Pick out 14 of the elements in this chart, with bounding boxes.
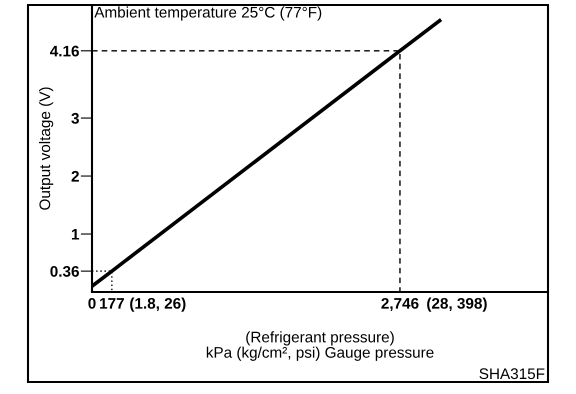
x-tick-label: 177 [100,298,124,309]
y-tick-label: 1 [72,229,80,240]
y-tick-label: 4.16 [50,46,79,56]
y-tick-label: 0.36 [50,266,79,277]
chart-title: Ambient temperature 25°C (77°F) [94,6,322,21]
text: (28, 398) [427,298,487,312]
y-axis-title: Output voltage (V) [39,87,54,210]
x-axis-title: (Refrigerant pressure) kPa (kg/cm², psi) Gauge pressure [206,331,434,361]
y-tick-label: 2 [72,170,79,182]
text: (1.8, 26) [130,298,186,312]
text: SHA315F [479,368,544,380]
y-tick-label: 3 [71,112,79,124]
x-tick-label: 0 [88,298,96,309]
x-tick-label: 2,746 [381,298,419,311]
